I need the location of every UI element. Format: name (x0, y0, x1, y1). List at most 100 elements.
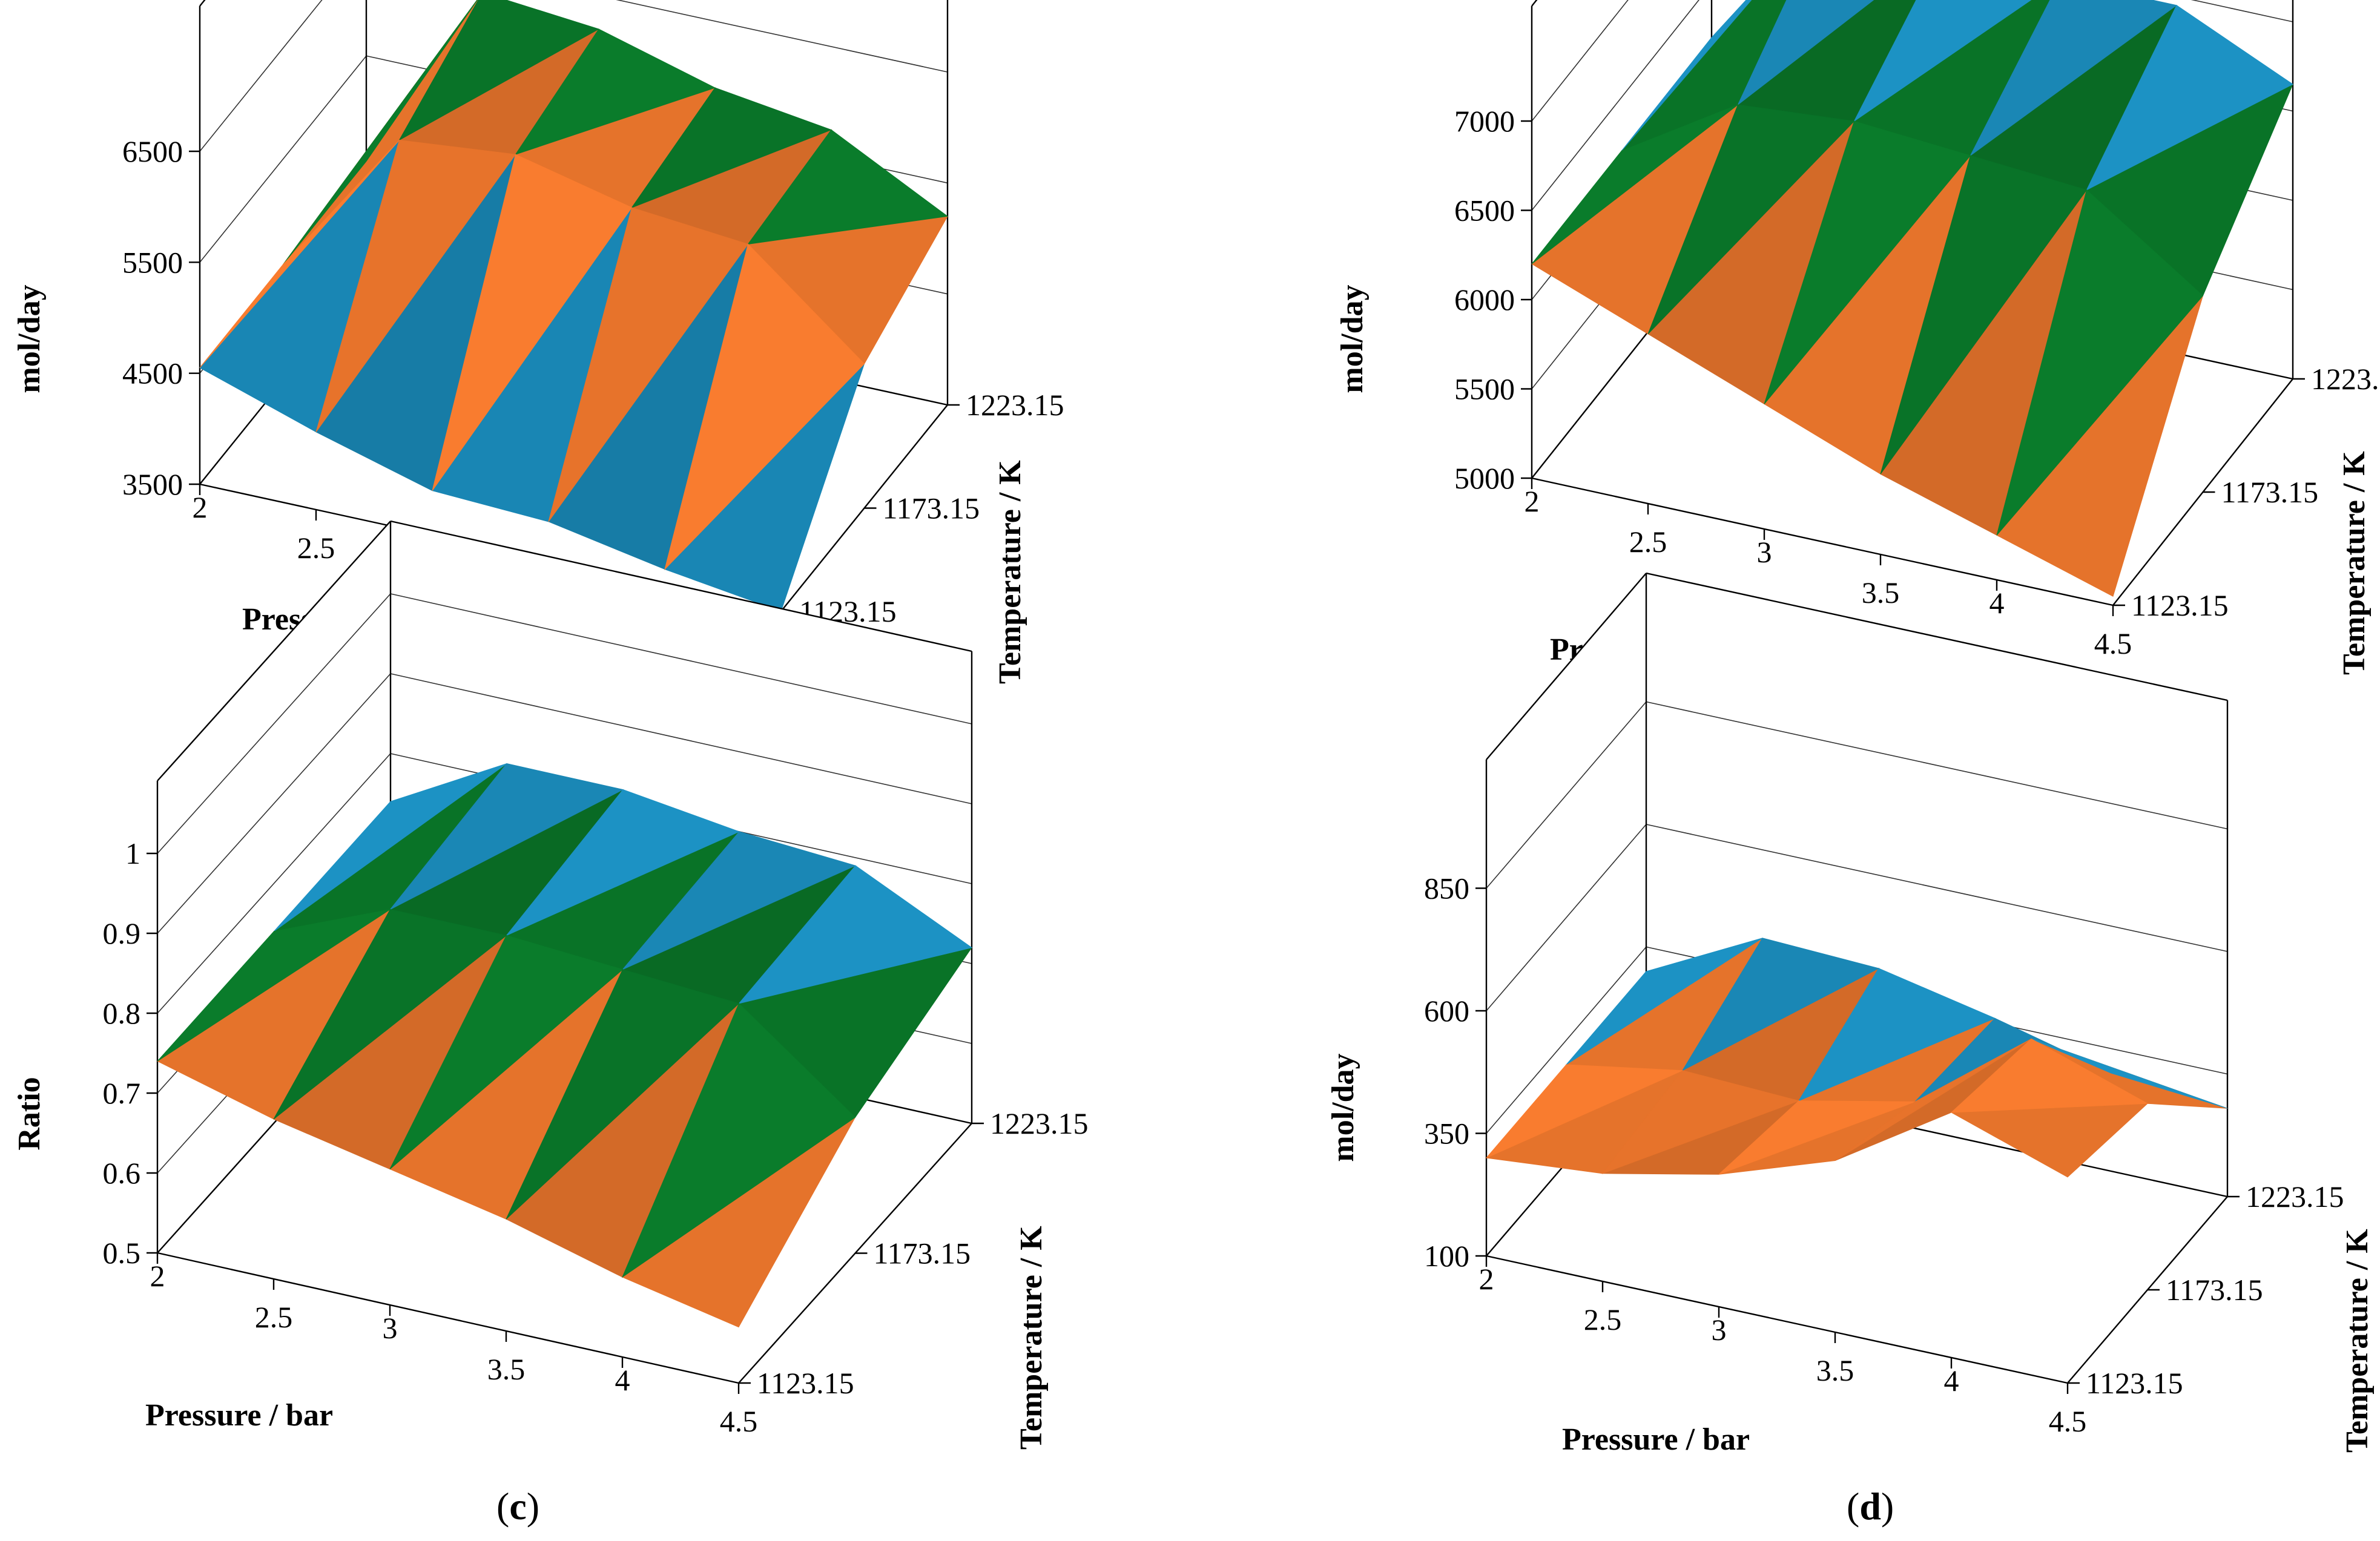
axis-frame-line (1646, 572, 2228, 702)
y-axis-label: mol/day (1326, 1053, 1360, 1162)
y-axis-label: Ratio (12, 1077, 47, 1150)
surface-facet (1834, 1038, 2032, 1161)
z-tick-label: 1223.15 (990, 1106, 1089, 1140)
z-tick-label: 1123.15 (757, 1366, 854, 1400)
x-tick-label: 2 (1479, 1262, 1494, 1296)
axis-frame-line (1531, 477, 2114, 606)
z-tick-label: 1123.15 (2086, 1366, 2183, 1400)
surface-facet (1647, 104, 1855, 335)
surface-facet (157, 909, 391, 1062)
z-axis-label: Temperature / K (2340, 1229, 2375, 1453)
y-tick-label: 0.7 (103, 1076, 141, 1110)
surface-facet (283, 0, 478, 265)
y-tick-label: 600 (1424, 994, 1469, 1028)
surface-facet (664, 243, 865, 571)
y-axis-label: mol/day (12, 284, 47, 393)
x-tick-label: 3 (383, 1311, 398, 1345)
z-tick-label: 1123.15 (2131, 588, 2229, 622)
x-tick-label: 4.5 (2094, 626, 2132, 660)
surface-facet (548, 207, 749, 522)
caption-close: ) (1881, 1485, 1894, 1528)
y-tick-label: 1 (125, 836, 140, 870)
surface-facet (389, 935, 624, 1169)
z-tick-label: 1223.15 (2311, 362, 2380, 396)
surface-facet (631, 87, 832, 209)
x-tick-label: 2.5 (255, 1300, 293, 1334)
x-tick-label: 2 (193, 490, 208, 524)
surface-facet (1718, 1100, 1916, 1175)
surface-facet (738, 865, 973, 1004)
y-tick-label: 5500 (1454, 372, 1515, 406)
surface-facet (390, 763, 624, 910)
x-tick-label: 3.5 (487, 1352, 526, 1386)
surface-facet (273, 908, 507, 1120)
axis-frame-line (157, 1252, 739, 1384)
x-axis-label: Pressure / bar (145, 1398, 333, 1433)
z-tick-label: 1173.15 (2221, 475, 2319, 509)
surface-facet (1601, 1070, 1800, 1174)
surface-facet (506, 969, 740, 1220)
y-tick-label: 4500 (122, 356, 183, 390)
x-tick-label: 3 (1712, 1313, 1727, 1347)
panel-caption: (d) (1847, 1485, 1894, 1528)
x-tick-label: 2 (1525, 484, 1540, 518)
surface-facet (398, 0, 600, 141)
surface-facet (506, 789, 740, 936)
z-tick-label: 1173.15 (874, 1237, 971, 1270)
x-tick-label: 4 (1989, 586, 2005, 620)
z-tick-label: 1223.15 (2246, 1180, 2344, 1214)
x-tick-label: 2.5 (1584, 1303, 1622, 1336)
chart-panel-a: 350045005500650022.533.544.51123.151173.… (12, 0, 1064, 756)
surface-facet (432, 154, 633, 491)
axis-frame-line (390, 520, 972, 652)
y-tick-label: 0.6 (103, 1156, 141, 1190)
y-tick-label: 0.5 (103, 1236, 141, 1270)
caption-close: ) (527, 1485, 539, 1528)
surface-facet (747, 129, 949, 245)
x-axis-label: Pressure / bar (1562, 1422, 1750, 1457)
y-tick-label: 7000 (1454, 104, 1515, 138)
y-tick-label: 100 (1424, 1239, 1469, 1273)
caption-open: ( (496, 1485, 509, 1528)
surface-facet (1566, 938, 1763, 1065)
x-tick-label: 3.5 (1816, 1353, 1854, 1387)
z-tick-label: 1173.15 (2166, 1273, 2263, 1307)
chart-panel-b: 5000 5500 6000 6500 7000 2 2.5 3 3.5 4 4.5 1123.15 1… (1335, 0, 2380, 756)
y-tick-label: 5500 (122, 245, 183, 279)
caption-open: ( (1847, 1485, 1859, 1528)
surface-facet (1798, 968, 1996, 1102)
z-tick-label: 1173.15 (883, 491, 980, 525)
z-axis-label: Temperature / K (993, 460, 1027, 684)
surface-facet (2031, 1038, 2228, 1109)
surface-facet (1531, 104, 1738, 264)
x-tick-label: 4 (1944, 1364, 1959, 1398)
surface-facet (1681, 938, 1880, 1071)
y-axis-label: mol/day (1335, 284, 1370, 393)
panel-caption: (c) (496, 1485, 539, 1528)
y-tick-label: 0.8 (103, 996, 141, 1030)
y-tick-label: 6500 (122, 134, 183, 168)
caption-letter: d (1859, 1485, 1881, 1528)
surface-facet (1880, 155, 2088, 475)
x-tick-label: 4.5 (2049, 1404, 2087, 1438)
surface-facet (621, 1003, 856, 1278)
surface-facet (1950, 1038, 2149, 1113)
y-tick-label: 6000 (1454, 283, 1515, 317)
surface-facet (274, 763, 507, 932)
y-tick-label: 0.9 (103, 916, 141, 950)
surface-facet (1486, 1064, 1683, 1158)
gridline (1531, 0, 2293, 122)
caption-letter: c (509, 1485, 526, 1528)
z-axis-label: Temperature / K (1014, 1226, 1049, 1450)
surface-facet (199, 140, 400, 368)
chart-panel-c: 0.5 0.6 0.7 0.8 0.9 1 2 2.5 3 3.5 4 4.5 1123.15 1173.… (12, 520, 1089, 1528)
x-tick-label: 2 (150, 1259, 165, 1293)
x-tick-label: 2.5 (1629, 525, 1667, 559)
surface-facet (1621, 0, 1752, 151)
gridline (199, 0, 948, 152)
z-axis-label: Temperature / K (2337, 451, 2372, 675)
y-tick-label: 850 (1424, 872, 1469, 905)
z-tick-label: 1223.15 (966, 388, 1064, 422)
surface-facet (622, 831, 857, 970)
